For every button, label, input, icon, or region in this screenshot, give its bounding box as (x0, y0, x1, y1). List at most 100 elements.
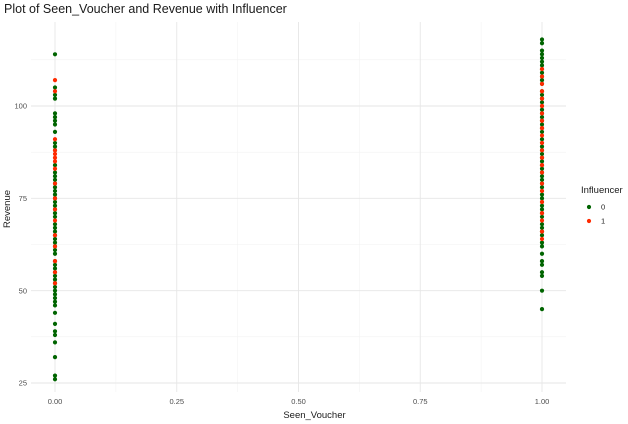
data-point-influencer-0 (539, 244, 545, 249)
data-point-influencer-0 (539, 55, 545, 61)
data-point-influencer-1 (539, 74, 545, 79)
data-point-influencer-0 (52, 188, 58, 194)
y-axis-title: Revenue (2, 190, 13, 228)
data-point-influencer-0 (52, 266, 58, 271)
data-point-influencer-0 (539, 100, 545, 105)
data-point-influencer-0 (539, 122, 545, 127)
data-point-influencer-0 (52, 247, 58, 253)
data-point-influencer-0 (52, 140, 58, 146)
data-point-influencer-1 (539, 133, 545, 138)
data-point-influencer-1 (52, 181, 58, 186)
data-point-influencer-0 (52, 185, 58, 190)
data-point-influencer-0 (52, 192, 58, 197)
data-point-influencer-0 (539, 92, 545, 98)
legend-key-1 (586, 218, 592, 224)
data-point-influencer-0 (52, 321, 58, 327)
data-point-influencer-0 (52, 170, 58, 175)
data-point-influencer-1 (539, 188, 545, 194)
x-axis-ticks: 0.00 0.25 0.50 0.75 1.00 (48, 397, 550, 406)
data-point-influencer-0 (52, 129, 58, 134)
data-point-influencer-0 (52, 373, 58, 378)
chart-title: Plot of Seen_Voucher and Revenue with In… (4, 2, 287, 16)
data-point-influencer-0 (539, 151, 545, 157)
data-point-influencer-1 (52, 244, 58, 249)
data-point-influencer-0 (539, 207, 545, 212)
data-point-influencer-0 (52, 214, 58, 219)
data-point-influencer-0 (539, 262, 545, 267)
legend-title: Influencer (581, 185, 623, 196)
data-point-influencer-0 (539, 78, 545, 83)
data-point-influencer-0 (539, 270, 545, 275)
data-point-influencer-0 (52, 332, 58, 338)
data-point-influencer-1 (539, 162, 545, 168)
data-point-influencer-0 (52, 299, 58, 304)
data-point-influencer-0 (539, 59, 545, 64)
y-tick-label: 50 (19, 286, 27, 295)
y-tick-label: 25 (19, 379, 27, 388)
data-point-influencer-0 (539, 41, 545, 46)
y-axis-ticks: 25 50 75 100 (14, 102, 27, 388)
legend: Influencer 0 1 (581, 185, 623, 226)
data-point-influencer-0 (539, 137, 545, 142)
data-point-influencer-1 (539, 96, 545, 101)
data-point-influencer-0 (52, 355, 58, 360)
data-point-influencer-1 (52, 137, 58, 142)
data-point-influencer-0 (52, 111, 58, 116)
data-point-influencer-1 (539, 89, 545, 94)
data-point-influencer-1 (52, 166, 58, 171)
data-point-influencer-0 (539, 114, 545, 120)
data-point-influencer-0 (52, 211, 58, 216)
data-point-influencer-0 (52, 303, 58, 308)
data-point-influencer-0 (539, 48, 545, 53)
x-tick-label: 0.50 (291, 397, 306, 406)
data-point-influencer-1 (539, 111, 545, 116)
data-point-influencer-1 (52, 148, 58, 153)
data-point-influencer-0 (52, 240, 58, 245)
data-point-influencer-0 (52, 114, 58, 120)
data-point-influencer-1 (52, 259, 58, 264)
legend-label-0: 0 (601, 203, 605, 212)
data-point-influencer-0 (52, 122, 58, 127)
data-point-influencer-0 (539, 192, 545, 197)
data-point-influencer-1 (52, 89, 58, 94)
data-point-influencer-1 (52, 233, 58, 238)
data-point-influencer-1 (539, 103, 545, 109)
data-point-influencer-0 (52, 288, 58, 293)
data-point-influencer-0 (539, 159, 545, 164)
data-point-influencer-1 (539, 236, 545, 242)
data-point-influencer-0 (52, 222, 58, 227)
data-point-influencer-1 (52, 196, 58, 201)
data-point-influencer-0 (52, 284, 58, 290)
data-point-influencer-1 (539, 148, 545, 153)
x-tick-label: 0.00 (48, 397, 63, 406)
data-point-influencer-1 (52, 281, 58, 286)
data-point-influencer-0 (52, 262, 58, 267)
data-point-influencer-0 (52, 236, 58, 242)
data-point-influencer-1 (52, 159, 58, 164)
data-point-influencer-1 (539, 81, 545, 86)
data-point-influencer-0 (52, 377, 58, 382)
data-point-influencer-1 (539, 181, 545, 186)
data-points (52, 37, 545, 382)
x-tick-label: 1.00 (535, 397, 550, 406)
data-point-influencer-1 (539, 118, 545, 123)
legend-label-1: 1 (601, 217, 605, 226)
data-point-influencer-0 (539, 288, 545, 293)
y-tick-label: 75 (19, 194, 27, 203)
data-point-influencer-0 (52, 85, 58, 90)
data-point-influencer-0 (52, 144, 58, 149)
data-point-influencer-0 (52, 277, 58, 282)
data-point-influencer-0 (539, 273, 545, 278)
data-point-influencer-0 (539, 203, 545, 208)
data-point-influencer-0 (52, 199, 58, 205)
data-point-influencer-0 (52, 203, 58, 208)
data-point-influencer-0 (52, 340, 58, 345)
legend-key-0 (586, 204, 592, 210)
data-point-influencer-0 (539, 37, 545, 42)
data-point-influencer-0 (539, 107, 545, 112)
data-point-influencer-0 (52, 329, 58, 334)
data-point-influencer-0 (52, 96, 58, 101)
data-point-influencer-0 (539, 225, 545, 230)
data-point-influencer-1 (539, 170, 545, 175)
